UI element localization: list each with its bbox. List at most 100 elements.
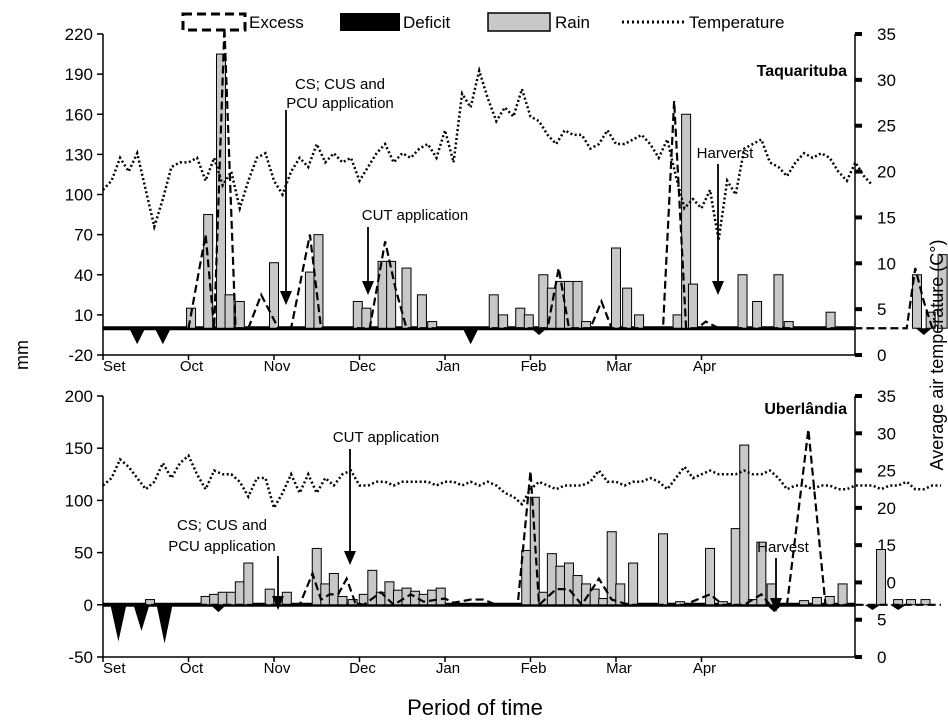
rain-bar [538,274,549,329]
rain-bar [200,595,211,606]
rain-bar [377,260,388,329]
rain-bar [224,294,235,329]
rain-bar [672,314,683,329]
legend: Excess Deficit Rain Temperature [181,12,784,32]
deficit-mark [110,604,127,642]
annotation-label: CS; CUS and [295,76,385,93]
y-right-tick-label: 35 [877,25,896,44]
deficit-mark [156,604,173,644]
rain-bar [361,307,372,329]
rain-bar [217,591,228,606]
legend-rain-label: Rain [555,13,590,32]
rain-bar [811,596,822,606]
deficit-mark [864,604,881,611]
y-right-tick-label: 25 [877,117,896,136]
annotation-arrow-head [362,281,374,295]
y-left-tick-label: 190 [65,65,93,84]
legend-excess-swatch [181,12,247,32]
rain-bar [937,254,948,329]
annotation-label: CS; CUS and [177,517,267,534]
y-right-tick-label: 10 [877,254,896,273]
rain-bar [730,528,741,606]
rain-bar [488,294,499,329]
rain-bar [401,267,412,329]
station-label: Uberlândia [764,401,847,418]
month-label: Oct [180,660,204,677]
annotation-label: CUT application [362,207,468,224]
deficit-mark [462,328,479,345]
rain-bar [705,547,716,606]
annotation-arrow-head [344,551,356,565]
rain-bar [226,591,237,606]
station-label: Taquarituba [757,63,847,80]
month-label: Mar [606,358,632,375]
month-label: Apr [693,358,716,375]
rain-bar [837,583,848,606]
rain-bar [658,533,669,606]
excess-line [187,27,934,330]
rain-bar [145,599,156,606]
month-label: Jan [436,358,460,375]
rain-bar [215,53,226,329]
rain-bar [367,569,378,606]
rain-bar [523,314,534,329]
rain-bar [304,271,315,329]
deficit-mark [133,604,150,631]
y-left-title: mm [12,340,32,370]
rain-bar [622,287,633,329]
rain-bar [311,547,322,606]
y-right-title: Average air temperature (C°) [927,240,947,471]
y-left-tick-label: 50 [74,544,93,563]
rain-bar [281,591,292,606]
rain-bar [756,541,767,606]
rain-bar [589,588,600,606]
y-left-tick-label: 220 [65,25,93,44]
y-right-tick-label: 25 [877,462,896,481]
rain-bar [243,562,254,606]
rain-bar [752,301,763,329]
rain-bar [615,583,626,606]
rain-bar [611,247,621,329]
legend-temperature-label: Temperature [689,13,784,32]
rain-bar [386,260,397,329]
y-left-tick-label: 0 [84,596,93,615]
rain-bar [498,314,509,329]
annotation-label: Harvest [757,539,810,556]
rain-bar [186,307,197,329]
rain-bar [563,562,574,606]
month-label: Nov [264,358,291,375]
rain-bar [313,234,324,329]
legend-rain-swatch [487,12,551,32]
rain-bar [337,595,348,606]
month-label: Apr [693,660,716,677]
panel-taquarituba: -20 10 40 70 100 130 160 190 220 0 5 10 15 20 25 30 35 Se… [65,25,948,375]
y-right-tick-label: 35 [877,387,896,406]
y-right-tick-label: 30 [877,424,896,443]
rain-bar [209,593,220,606]
y-right-tick-label: 5 [877,300,886,319]
rain-bar [581,583,592,606]
rain-bar [555,565,566,606]
y-left-tick-label: -50 [68,648,93,667]
excess-line [103,429,941,608]
annotation-arrow-head [272,596,284,610]
rain-bar [773,274,784,329]
rain-bar [435,587,446,606]
rain-bar [739,444,750,606]
rain-bar [352,301,363,329]
y-left-tick-label: 70 [74,226,93,245]
rain-bar [269,262,279,329]
annotation-arrow-head [770,598,782,612]
rain-bar [416,294,427,329]
rain-bar [234,301,245,329]
annotation-arrow-head [280,291,292,305]
rain-bar [555,280,566,329]
y-right-tick-label: 15 [877,208,896,227]
rain-bar [401,587,412,606]
annotation-label: Harverst [697,145,755,162]
month-label: Set [103,358,126,375]
y-right-tick-label: 20 [877,499,896,518]
rain-bar [515,307,526,329]
